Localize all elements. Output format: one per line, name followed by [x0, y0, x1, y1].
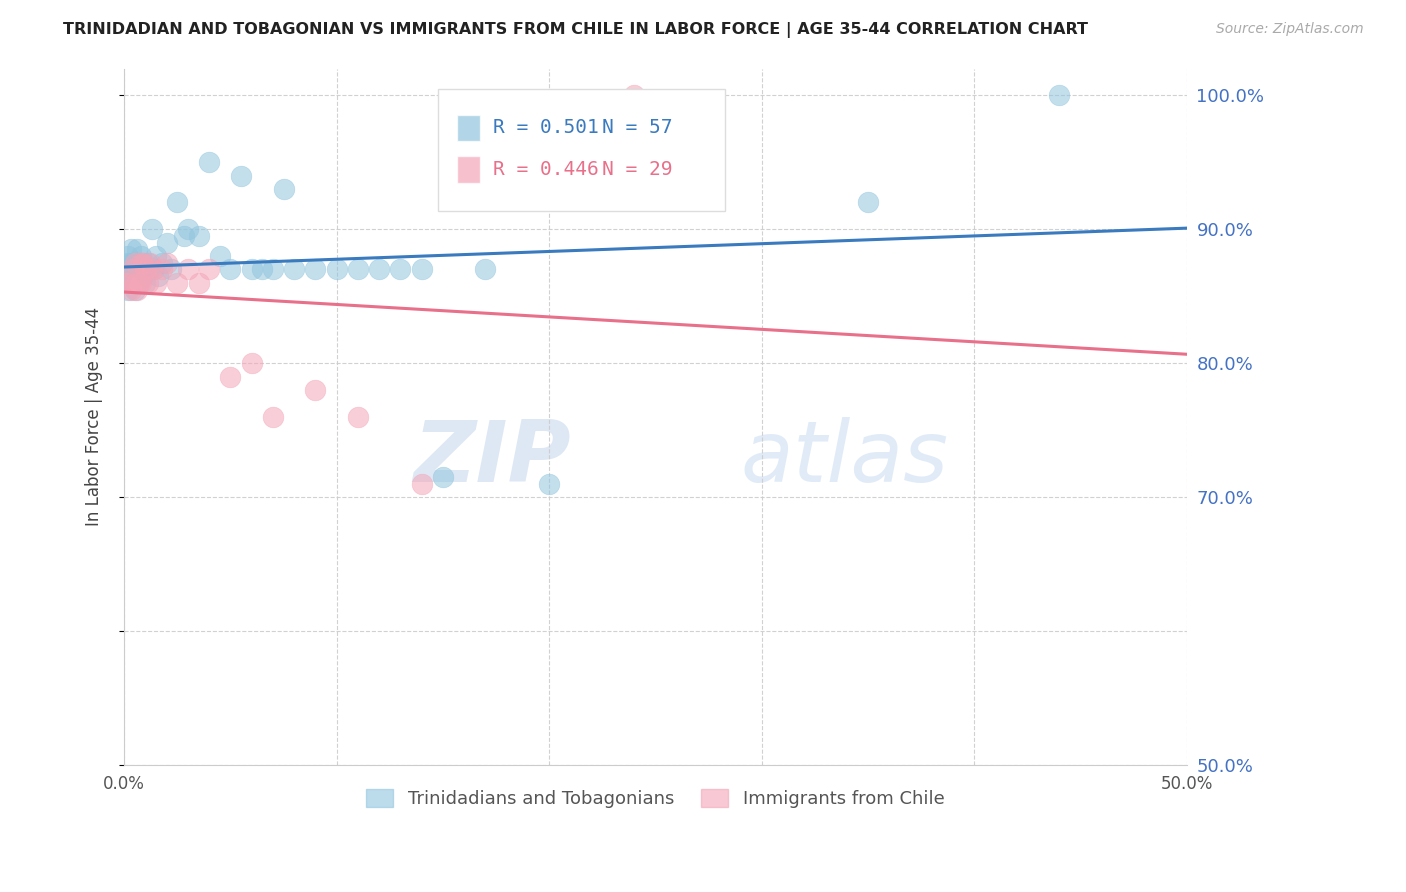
Point	[141, 222, 163, 236]
Point	[120, 283, 142, 297]
Point	[252, 262, 274, 277]
Point	[389, 262, 412, 277]
FancyBboxPatch shape	[457, 156, 479, 183]
Point	[273, 182, 295, 196]
Point	[136, 256, 159, 270]
Text: N = 57: N = 57	[602, 119, 673, 137]
Point	[262, 262, 284, 277]
Point	[134, 262, 156, 277]
Point	[117, 276, 139, 290]
Point	[623, 88, 645, 103]
Point	[177, 262, 200, 277]
Point	[117, 283, 139, 297]
Point	[115, 256, 138, 270]
Point	[132, 269, 155, 284]
Text: R = 0.501: R = 0.501	[494, 119, 599, 137]
Point	[136, 276, 159, 290]
Point	[156, 235, 179, 250]
Point	[150, 256, 173, 270]
Point	[187, 229, 209, 244]
Point	[120, 243, 142, 257]
Point	[1047, 88, 1070, 103]
Legend: Trinidadians and Tobagonians, Immigrants from Chile: Trinidadians and Tobagonians, Immigrants…	[359, 781, 952, 815]
Point	[283, 262, 305, 277]
Point	[166, 195, 188, 210]
Point	[142, 262, 165, 277]
Point	[121, 262, 143, 277]
Point	[134, 276, 156, 290]
Point	[138, 262, 160, 277]
Point	[117, 262, 139, 277]
Point	[129, 262, 152, 277]
Point	[128, 276, 150, 290]
Point	[219, 262, 242, 277]
Point	[304, 262, 326, 277]
Point	[474, 262, 496, 277]
Text: R = 0.446: R = 0.446	[494, 160, 599, 179]
Point	[145, 249, 167, 263]
Point	[128, 256, 150, 270]
Point	[132, 256, 155, 270]
Point	[150, 262, 173, 277]
Text: ZIP: ZIP	[413, 417, 571, 500]
Point	[121, 269, 143, 284]
Point	[117, 249, 139, 263]
Point	[198, 262, 221, 277]
Point	[125, 283, 148, 297]
Point	[347, 262, 370, 277]
Point	[146, 269, 169, 284]
Point	[368, 262, 391, 277]
Point	[141, 262, 163, 277]
Point	[124, 276, 146, 290]
Point	[129, 249, 152, 263]
Point	[325, 262, 347, 277]
Point	[177, 222, 200, 236]
Point	[128, 276, 150, 290]
Point	[124, 256, 146, 270]
Text: atlas: atlas	[741, 417, 949, 500]
Point	[160, 262, 183, 277]
Point	[411, 476, 433, 491]
Point	[240, 262, 263, 277]
Point	[115, 276, 138, 290]
Point	[156, 256, 179, 270]
Point	[411, 262, 433, 277]
Point	[125, 262, 148, 277]
Point	[121, 256, 143, 270]
Point	[145, 276, 167, 290]
Point	[124, 283, 146, 297]
Point	[132, 256, 155, 270]
Point	[208, 249, 231, 263]
Point	[240, 356, 263, 370]
Point	[347, 409, 370, 424]
Point	[121, 262, 143, 277]
Point	[538, 476, 561, 491]
Y-axis label: In Labor Force | Age 35-44: In Labor Force | Age 35-44	[86, 308, 103, 526]
Point	[134, 262, 156, 277]
Point	[120, 256, 142, 270]
Point	[125, 269, 148, 284]
Text: Source: ZipAtlas.com: Source: ZipAtlas.com	[1216, 22, 1364, 37]
Point	[125, 243, 148, 257]
Point	[432, 470, 454, 484]
Point	[229, 169, 252, 183]
Point	[124, 276, 146, 290]
Point	[166, 276, 188, 290]
Point	[129, 276, 152, 290]
Point	[262, 409, 284, 424]
Point	[304, 383, 326, 397]
Point	[120, 276, 142, 290]
Text: N = 29: N = 29	[602, 160, 673, 179]
Point	[856, 195, 879, 210]
FancyBboxPatch shape	[457, 114, 479, 141]
FancyBboxPatch shape	[437, 89, 724, 211]
Point	[219, 369, 242, 384]
Point	[124, 256, 146, 270]
Point	[198, 155, 221, 169]
Text: TRINIDADIAN AND TOBAGONIAN VS IMMIGRANTS FROM CHILE IN LABOR FORCE | AGE 35-44 C: TRINIDADIAN AND TOBAGONIAN VS IMMIGRANTS…	[63, 22, 1088, 38]
Point	[138, 256, 160, 270]
Point	[129, 256, 152, 270]
Point	[173, 229, 195, 244]
Point	[187, 276, 209, 290]
